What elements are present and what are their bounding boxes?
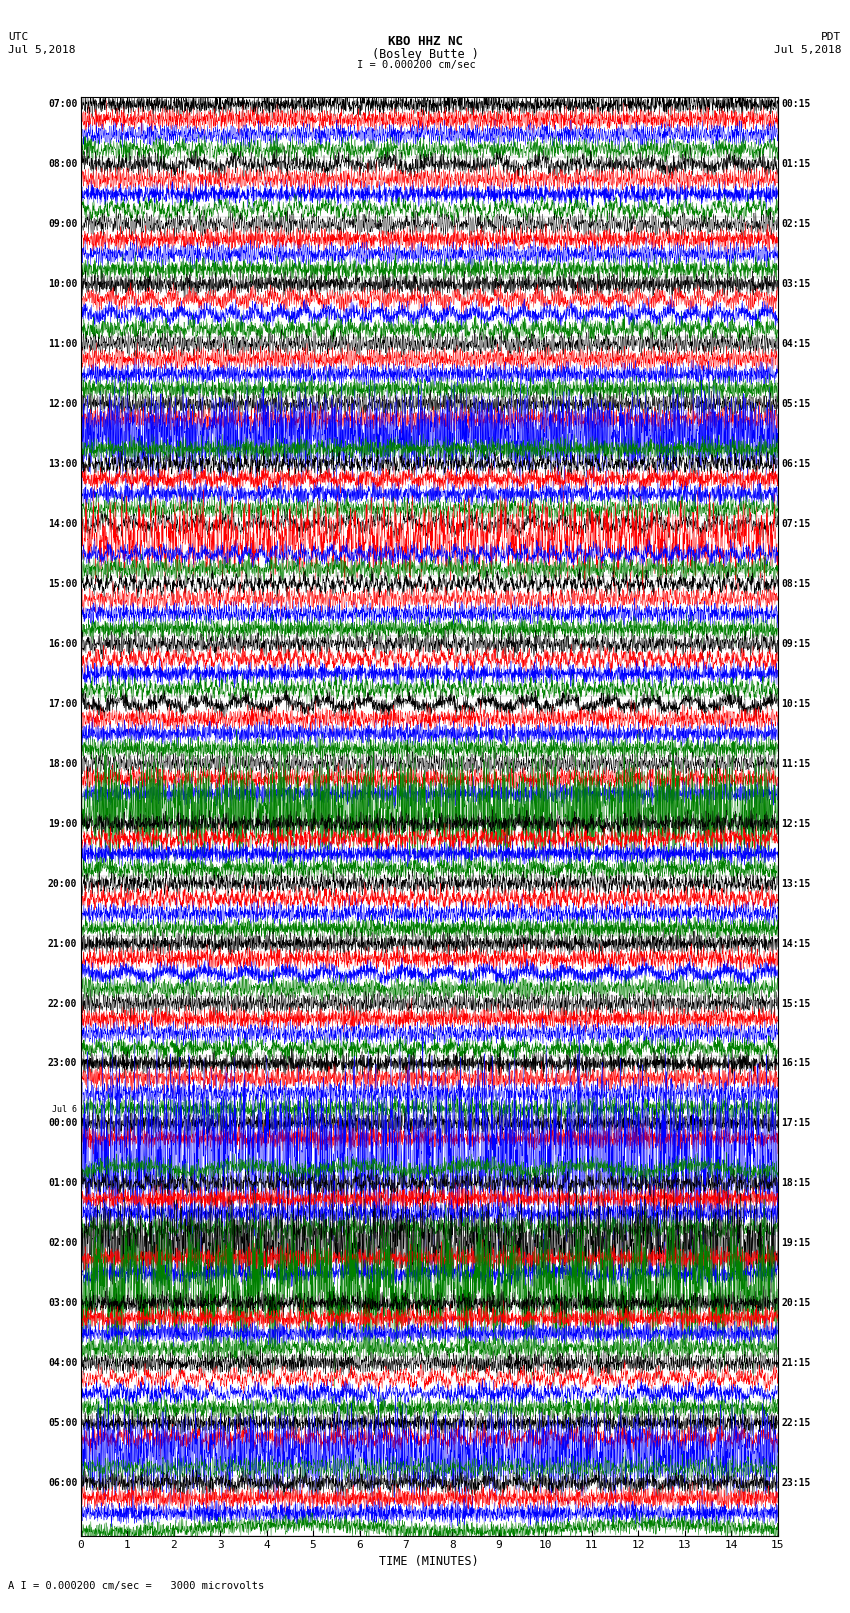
Text: 11:00: 11:00: [48, 339, 77, 348]
Text: 18:15: 18:15: [781, 1179, 811, 1189]
Text: 09:00: 09:00: [48, 219, 77, 229]
Text: 00:15: 00:15: [781, 100, 811, 110]
Text: 20:00: 20:00: [48, 879, 77, 889]
Text: 17:15: 17:15: [781, 1118, 811, 1129]
Text: KBO HHZ NC: KBO HHZ NC: [388, 35, 462, 48]
Text: PDT: PDT: [821, 32, 842, 42]
Text: Jul 6: Jul 6: [52, 1105, 77, 1115]
Text: 23:00: 23:00: [48, 1058, 77, 1068]
Text: UTC: UTC: [8, 32, 29, 42]
Text: 21:15: 21:15: [781, 1358, 811, 1368]
Text: 18:00: 18:00: [48, 758, 77, 769]
Text: 04:15: 04:15: [781, 339, 811, 348]
Text: 08:15: 08:15: [781, 579, 811, 589]
Text: Jul 5,2018: Jul 5,2018: [774, 45, 842, 55]
Text: 07:15: 07:15: [781, 519, 811, 529]
Text: 11:15: 11:15: [781, 758, 811, 769]
X-axis label: TIME (MINUTES): TIME (MINUTES): [379, 1555, 479, 1568]
Text: 05:00: 05:00: [48, 1418, 77, 1428]
Text: (Bosley Butte ): (Bosley Butte ): [371, 48, 479, 61]
Text: 21:00: 21:00: [48, 939, 77, 948]
Text: 19:15: 19:15: [781, 1239, 811, 1248]
Text: I = 0.000200 cm/sec: I = 0.000200 cm/sec: [357, 60, 476, 69]
Text: 07:00: 07:00: [48, 100, 77, 110]
Text: 06:00: 06:00: [48, 1478, 77, 1489]
Text: 06:15: 06:15: [781, 460, 811, 469]
Text: 13:00: 13:00: [48, 460, 77, 469]
Text: 16:00: 16:00: [48, 639, 77, 648]
Text: 08:00: 08:00: [48, 160, 77, 169]
Text: 12:15: 12:15: [781, 819, 811, 829]
Text: 15:00: 15:00: [48, 579, 77, 589]
Text: 03:00: 03:00: [48, 1298, 77, 1308]
Text: 03:15: 03:15: [781, 279, 811, 289]
Text: 00:00: 00:00: [48, 1118, 77, 1129]
Text: 19:00: 19:00: [48, 819, 77, 829]
Text: 22:15: 22:15: [781, 1418, 811, 1428]
Text: 05:15: 05:15: [781, 398, 811, 410]
Text: 02:15: 02:15: [781, 219, 811, 229]
Text: 20:15: 20:15: [781, 1298, 811, 1308]
Text: 10:15: 10:15: [781, 698, 811, 708]
Text: A I = 0.000200 cm/sec =   3000 microvolts: A I = 0.000200 cm/sec = 3000 microvolts: [8, 1581, 264, 1590]
Text: 14:00: 14:00: [48, 519, 77, 529]
Text: 15:15: 15:15: [781, 998, 811, 1008]
Text: 16:15: 16:15: [781, 1058, 811, 1068]
Text: 14:15: 14:15: [781, 939, 811, 948]
Text: 22:00: 22:00: [48, 998, 77, 1008]
Text: 10:00: 10:00: [48, 279, 77, 289]
Text: 01:00: 01:00: [48, 1179, 77, 1189]
Text: 04:00: 04:00: [48, 1358, 77, 1368]
Text: 13:15: 13:15: [781, 879, 811, 889]
Text: Jul 5,2018: Jul 5,2018: [8, 45, 76, 55]
Text: 23:15: 23:15: [781, 1478, 811, 1489]
Text: 12:00: 12:00: [48, 398, 77, 410]
Text: 02:00: 02:00: [48, 1239, 77, 1248]
Text: 17:00: 17:00: [48, 698, 77, 708]
Text: 09:15: 09:15: [781, 639, 811, 648]
Text: 01:15: 01:15: [781, 160, 811, 169]
